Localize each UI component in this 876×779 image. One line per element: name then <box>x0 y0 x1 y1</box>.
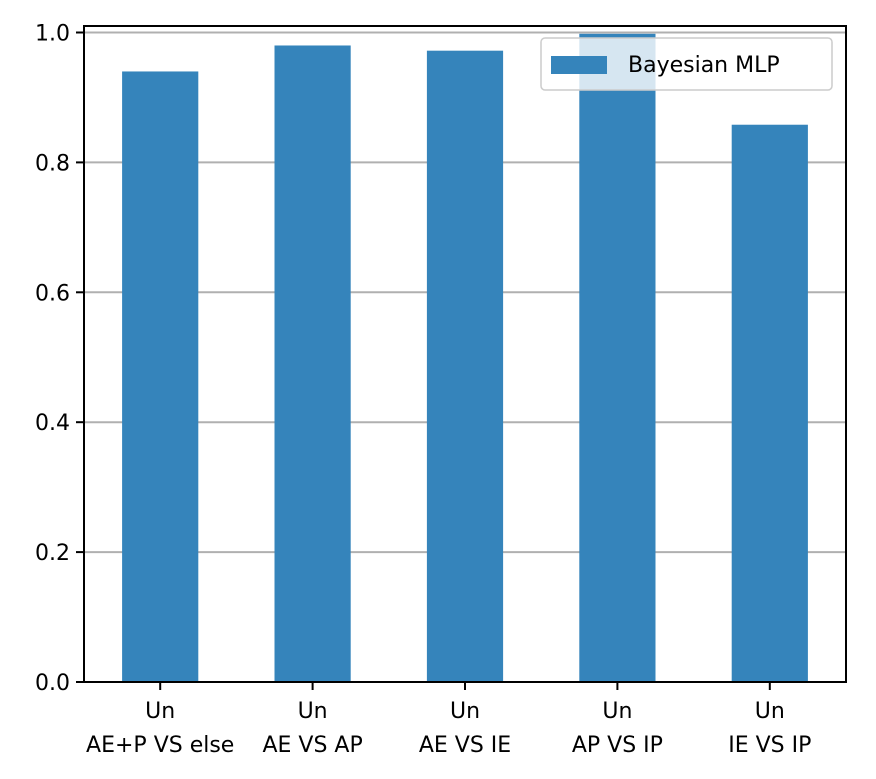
bar <box>426 50 504 682</box>
y-axis: 0.0 0.2 0.4 0.6 0.8 1.0 <box>35 21 84 696</box>
legend-label: Bayesian MLP <box>628 53 780 78</box>
x-tick-label: Un <box>755 699 785 724</box>
legend-swatch <box>551 56 607 74</box>
x-axis: Un AE+P VS else Un AE VS AP Un AE VS IE Un AP V… <box>86 682 811 758</box>
y-tick-label: 0.4 <box>35 411 70 436</box>
x-tick-label: AP VS IP <box>572 733 663 758</box>
legend: Bayesian MLP <box>540 37 833 91</box>
y-tick-label: 0.0 <box>35 671 70 696</box>
x-tick-label: IE VS IP <box>728 733 811 758</box>
bar <box>579 33 656 682</box>
bar <box>274 45 351 682</box>
x-tick-label: Un <box>298 699 328 724</box>
x-tick-label: Un <box>450 699 480 724</box>
legend-box <box>540 37 833 91</box>
x-tick-label: AE VS AP <box>262 733 362 758</box>
x-tick-label: Un <box>145 699 175 724</box>
x-tick-label: AE+P VS else <box>86 733 234 758</box>
x-tick-label: AE VS IE <box>419 733 511 758</box>
y-tick-label: 0.8 <box>35 151 70 176</box>
bar <box>122 71 199 683</box>
bar <box>731 124 808 683</box>
bars-layer <box>122 33 808 683</box>
y-tick-label: 0.6 <box>35 281 70 306</box>
y-tick-label: 1.0 <box>35 21 70 46</box>
x-tick-label: Un <box>602 699 632 724</box>
y-tick-label: 0.2 <box>35 541 70 566</box>
